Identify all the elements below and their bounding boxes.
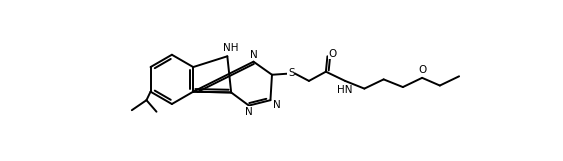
Text: HN: HN <box>337 85 353 95</box>
Text: N: N <box>272 100 280 110</box>
Text: O: O <box>418 65 426 75</box>
Text: NH: NH <box>224 43 239 53</box>
Text: N: N <box>249 50 257 60</box>
Text: S: S <box>288 68 294 78</box>
Text: N: N <box>245 107 253 117</box>
Text: O: O <box>329 49 337 59</box>
